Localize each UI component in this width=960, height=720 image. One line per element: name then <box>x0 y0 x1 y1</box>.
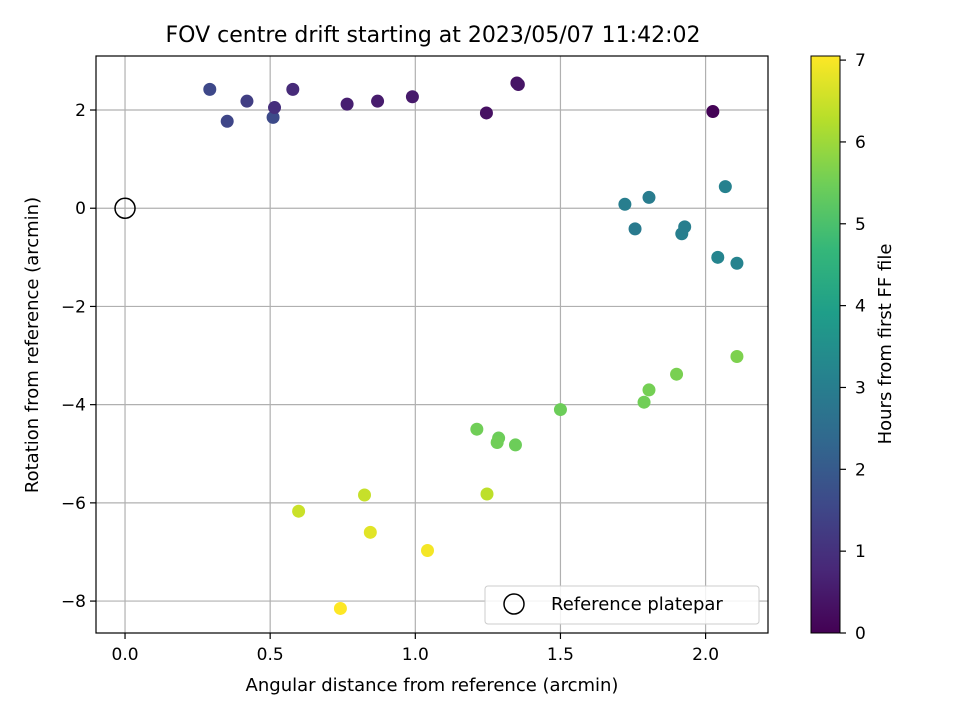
colorbar-tick-label: 7 <box>855 51 866 71</box>
data-point <box>553 403 567 417</box>
data-point <box>718 180 732 194</box>
legend: Reference platepar <box>484 585 760 625</box>
y-tick-label: −2 <box>61 297 86 317</box>
legend-marker-icon <box>503 593 525 615</box>
colorbar-tick-label: 5 <box>855 215 866 235</box>
x-tick-label: 1.0 <box>402 645 429 665</box>
data-point <box>333 601 347 615</box>
data-point <box>618 197 632 211</box>
data-point <box>340 97 354 111</box>
colorbar-tick-label: 6 <box>855 133 866 153</box>
data-point <box>268 101 282 115</box>
legend-entry-reference-platepar: Reference platepar <box>551 594 723 615</box>
data-point <box>470 422 484 436</box>
data-point <box>678 220 692 234</box>
grid <box>96 56 768 633</box>
data-point <box>480 487 494 501</box>
y-tick-label: −4 <box>61 396 86 416</box>
x-axis-label: Angular distance from reference (arcmin) <box>246 675 619 696</box>
data-point <box>642 190 656 204</box>
data-point <box>730 256 744 270</box>
data-point <box>706 104 720 118</box>
plot-frame <box>95 55 769 634</box>
data-point <box>266 110 280 124</box>
y-tick-label: 2 <box>75 101 86 121</box>
data-point <box>637 395 651 409</box>
reference-platepar-marker <box>114 197 136 219</box>
data-point <box>286 82 300 96</box>
data-point <box>220 114 234 128</box>
x-tick-label: 0.0 <box>112 645 139 665</box>
y-tick-label: 0 <box>75 199 86 219</box>
legend-box <box>484 585 760 625</box>
x-tick-label: 2.0 <box>692 645 719 665</box>
colorbar-ticks: 0 1 2 3 4 5 6 7 <box>840 51 866 644</box>
y-tick-label: −8 <box>61 592 86 612</box>
data-point <box>642 383 656 397</box>
data-point <box>371 94 385 108</box>
colorbar-tick-label: 0 <box>855 624 866 644</box>
y-tick-label: −6 <box>61 494 86 514</box>
colorbar-tick-label: 4 <box>855 297 866 317</box>
y-axis-label: Rotation from reference (arcmin) <box>22 197 43 493</box>
colorbar-label: Hours from first FF file <box>875 244 896 445</box>
data-point <box>511 77 525 91</box>
data-point <box>240 94 254 108</box>
chart-title: FOV centre drift starting at 2023/05/07 … <box>166 23 701 48</box>
x-axis-ticks: 0.0 0.5 1.0 1.5 2.0 <box>112 633 719 665</box>
colorbar-tick-label: 2 <box>855 460 866 480</box>
x-tick-label: 1.5 <box>547 645 574 665</box>
data-point <box>203 82 217 96</box>
data-point <box>479 106 493 120</box>
data-point <box>292 504 306 518</box>
data-point <box>508 438 522 452</box>
colorbar-tick-label: 3 <box>855 378 866 398</box>
colorbar <box>810 55 841 634</box>
data-point <box>363 525 377 539</box>
data-point <box>405 90 419 104</box>
data-point <box>490 435 504 449</box>
y-axis-ticks: −8 −6 −4 −2 0 2 <box>61 101 96 612</box>
data-point <box>358 488 372 502</box>
x-tick-label: 0.5 <box>257 645 284 665</box>
data-point <box>421 544 435 558</box>
data-point <box>628 222 642 236</box>
data-point <box>670 367 684 381</box>
scatter-points <box>203 76 744 615</box>
data-point <box>711 250 725 264</box>
data-point <box>730 350 744 364</box>
reference-marker-layer <box>114 197 136 219</box>
colorbar-tick-label: 1 <box>855 542 866 562</box>
